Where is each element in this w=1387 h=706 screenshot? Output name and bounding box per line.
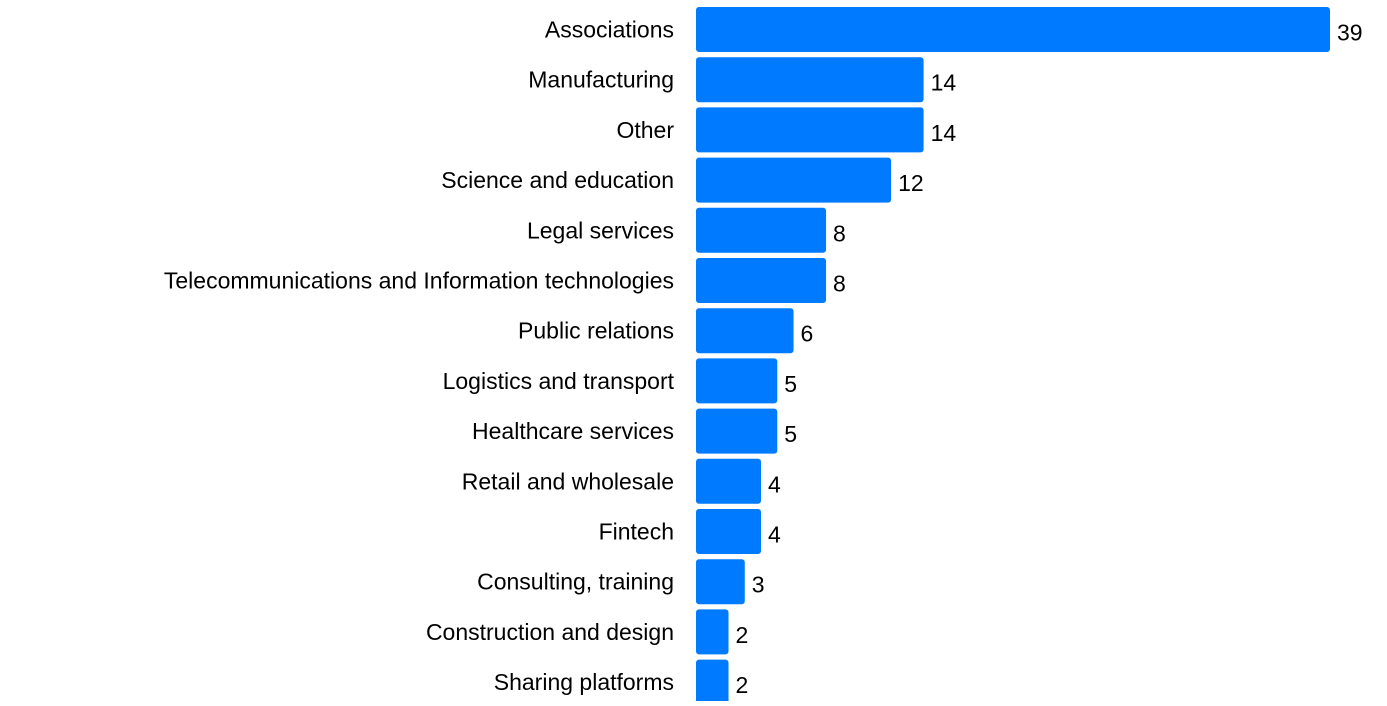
category-label: Public relations xyxy=(518,318,674,344)
value-label: 14 xyxy=(931,70,957,96)
bar xyxy=(696,358,778,404)
category-label: Science and education xyxy=(441,167,674,193)
value-label: 12 xyxy=(898,170,924,196)
bar xyxy=(696,107,924,153)
value-label: 4 xyxy=(768,471,781,497)
category-label: Telecommunications and Information techn… xyxy=(164,268,674,294)
bar xyxy=(696,609,729,655)
category-label: Associations xyxy=(545,17,674,43)
category-label: Sharing platforms xyxy=(494,669,674,695)
bar xyxy=(696,57,924,103)
value-label: 8 xyxy=(833,220,846,246)
bar xyxy=(696,258,827,303)
value-label: 5 xyxy=(784,421,797,447)
bar xyxy=(696,559,745,605)
category-label: Legal services xyxy=(527,217,674,243)
category-label: Construction and design xyxy=(426,619,674,645)
bar xyxy=(696,408,778,454)
value-label: 4 xyxy=(768,522,781,548)
category-label: Other xyxy=(616,117,674,143)
value-label: 6 xyxy=(801,321,814,347)
value-label: 5 xyxy=(784,371,797,397)
category-label: Logistics and transport xyxy=(443,368,675,394)
category-label: Healthcare services xyxy=(472,418,674,444)
category-label: Manufacturing xyxy=(528,67,674,93)
value-label: 8 xyxy=(833,271,846,297)
category-label: Retail and wholesale xyxy=(462,468,674,494)
value-label: 3 xyxy=(752,572,765,598)
bar xyxy=(696,157,892,203)
bar xyxy=(696,659,729,705)
bar xyxy=(696,308,794,354)
bar xyxy=(696,7,1330,52)
bar xyxy=(696,207,827,253)
bar xyxy=(696,458,762,504)
bar xyxy=(696,509,762,554)
value-label: 14 xyxy=(931,120,957,146)
value-label: 2 xyxy=(736,672,749,698)
category-label: Consulting, training xyxy=(477,569,674,595)
value-label: 2 xyxy=(736,622,749,648)
value-label: 39 xyxy=(1337,20,1363,46)
category-label: Fintech xyxy=(599,519,674,545)
